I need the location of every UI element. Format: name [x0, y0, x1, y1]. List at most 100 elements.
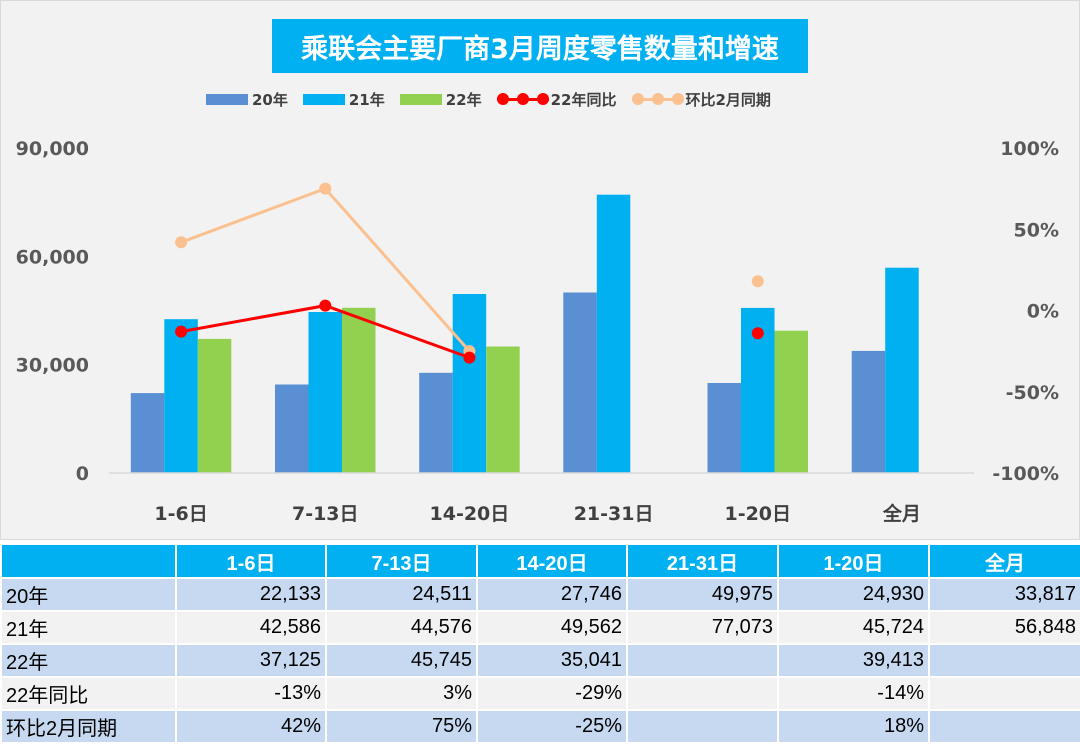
- point-22年同比: [751, 327, 764, 340]
- y-left-tick-label: 60,000: [16, 246, 89, 268]
- table-cell: -29%: [476, 676, 628, 711]
- table-row: 20年 22,133 24,511 27,746 49,975 24,930 33,817: [0, 577, 1080, 612]
- legend-swatch-21: [302, 93, 345, 105]
- table-cell: 22,133: [175, 577, 327, 612]
- chart-title: 乘联会主要厂商3月周度零售数量和增速: [272, 19, 808, 73]
- legend-label-21: 21年: [348, 90, 385, 109]
- y-right-tick-label: -50%: [1006, 382, 1059, 404]
- table-header-cell: 1-20日: [777, 543, 930, 579]
- table-row: 环比2月同期 42% 75% -25% 18%: [0, 709, 1080, 744]
- table-cell: -14%: [777, 676, 930, 711]
- table-cell: 42,586: [175, 610, 327, 645]
- point-环比2月同期: [319, 182, 332, 195]
- table-row-label: 20年: [0, 577, 177, 612]
- table-row-label: 22年同比: [0, 676, 177, 711]
- y-right-tick-label: 50%: [1014, 219, 1059, 241]
- y-right-tick-label: 0%: [1027, 301, 1059, 323]
- x-category-label: 14-20日: [430, 503, 510, 525]
- legend-marker: [536, 93, 549, 105]
- table-header-cell: 14-20日: [476, 543, 628, 579]
- legend-item-22: 22年: [399, 89, 482, 110]
- x-category-label: 21-31日: [574, 503, 654, 525]
- table-cell: 27,746: [476, 577, 628, 612]
- table-header-corner: [0, 543, 177, 579]
- bar-20年: [419, 372, 453, 473]
- table-row: 21年 42,586 44,576 49,562 77,073 45,724 56,848: [0, 610, 1080, 645]
- table-cell: 49,562: [476, 610, 628, 645]
- table-header-cell: 21-31日: [626, 543, 779, 579]
- table-header-cell: 7-13日: [325, 543, 478, 579]
- table-cell: 49,975: [626, 577, 779, 612]
- table-cell: [928, 676, 1080, 711]
- legend-marker: [496, 93, 509, 105]
- table-cell: -13%: [175, 676, 327, 711]
- bar-20年: [851, 350, 886, 473]
- point-22年同比: [319, 299, 332, 312]
- table-cell: 33,817: [928, 577, 1080, 612]
- x-category-label: 1-20日: [724, 503, 791, 525]
- bar-21年: [596, 194, 631, 473]
- bar-20年: [563, 292, 597, 473]
- table-row-label: 环比2月同期: [0, 709, 177, 744]
- table-cell: 35,041: [476, 643, 628, 678]
- x-category-label: 全月: [882, 502, 921, 525]
- table-cell: 39,413: [777, 643, 930, 678]
- table-cell: 24,511: [325, 577, 478, 612]
- legend-swatch-20: [206, 93, 248, 105]
- table-cell: 75%: [325, 709, 478, 744]
- table-cell: 45,724: [777, 610, 930, 645]
- data-table: 1-6日 7-13日 14-20日 21-31日 1-20日 全月 20年 22,133 24…: [0, 543, 1080, 744]
- table-cell: [626, 643, 779, 678]
- table-header-cell: 全月: [928, 543, 1080, 579]
- table-cell: 56,848: [928, 610, 1080, 645]
- table-cell: 77,073: [626, 610, 779, 645]
- table-header-row: 1-6日 7-13日 14-20日 21-31日 1-20日 全月: [0, 543, 1080, 579]
- legend-line-mom: [631, 92, 684, 106]
- table-row-label: 22年: [0, 643, 177, 678]
- bar-21年: [308, 312, 342, 473]
- table-row-label: 21年: [0, 610, 177, 645]
- table-cell: [626, 676, 779, 711]
- table-cell: 42%: [175, 709, 327, 744]
- point-22年同比: [175, 325, 188, 338]
- table-cell: -25%: [476, 709, 628, 744]
- point-22年同比: [463, 351, 476, 364]
- point-环比2月同期: [175, 236, 188, 249]
- y-left-tick-label: 30,000: [16, 355, 89, 377]
- legend-marker: [671, 93, 684, 105]
- table-cell: 3%: [325, 676, 478, 711]
- y-left-tick-label: 0: [76, 463, 89, 485]
- table-cell: 44,576: [325, 610, 478, 645]
- bar-20年: [130, 393, 165, 473]
- legend-item-mom: 环比2月同期: [631, 89, 771, 110]
- chart-area: 乘联会主要厂商3月周度零售数量和增速 20年 21年 22年 22年同比 环比2…: [0, 0, 1080, 540]
- bar-21年: [452, 294, 487, 473]
- legend-marker: [631, 93, 644, 105]
- legend-swatch-22: [399, 93, 442, 105]
- y-left-tick-label: 90,000: [16, 138, 89, 160]
- x-category-label: 1-6日: [154, 503, 207, 525]
- legend-label-22: 22年: [445, 90, 482, 109]
- bar-22年: [774, 330, 808, 473]
- bar-22年: [197, 338, 232, 473]
- table-header-cell: 1-6日: [175, 543, 327, 579]
- legend-item-21: 21年: [302, 89, 385, 110]
- legend-line-yoy: [496, 92, 549, 106]
- bar-20年: [275, 384, 309, 473]
- legend-label-yoy: 22年同比: [550, 90, 617, 109]
- legend-marker: [516, 93, 529, 105]
- table-cell: 37,125: [175, 643, 327, 678]
- table-cell: [928, 709, 1080, 744]
- legend-label-mom: 环比2月同期: [685, 90, 771, 109]
- bar-20年: [707, 383, 741, 473]
- y-right-tick-label: 100%: [1000, 138, 1059, 160]
- table-cell: 45,745: [325, 643, 478, 678]
- point-环比2月同期: [751, 275, 764, 288]
- table-row: 22年 37,125 45,745 35,041 39,413: [0, 643, 1080, 678]
- legend-item-yoy: 22年同比: [496, 89, 617, 110]
- table-cell: [928, 643, 1080, 678]
- legend-marker: [651, 93, 664, 105]
- x-category-label: 7-13日: [292, 503, 359, 525]
- table-cell: [626, 709, 779, 744]
- bar-21年: [164, 319, 198, 473]
